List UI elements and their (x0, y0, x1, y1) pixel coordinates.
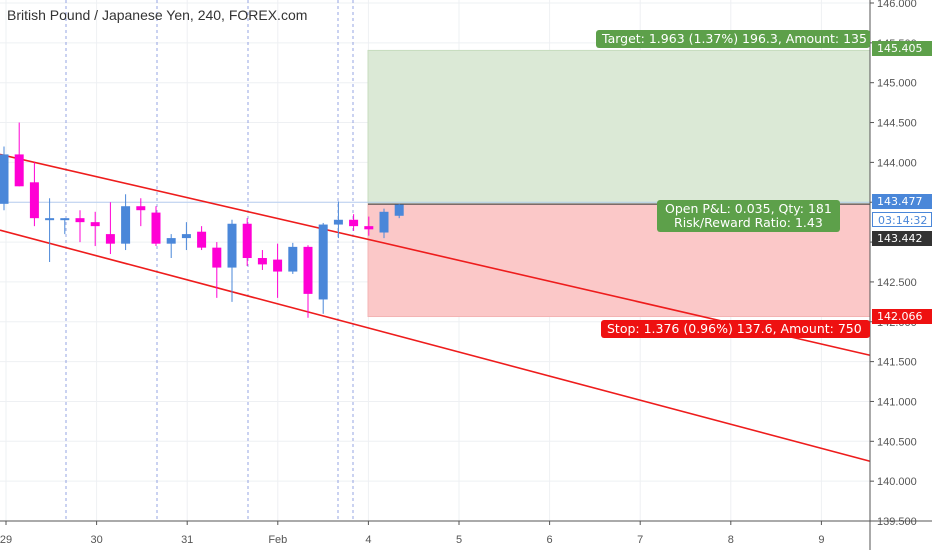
y-tick-label: 141.500 (877, 357, 917, 369)
open-pnl-text: Open P&L: 0.035, Qty: 181 (665, 201, 832, 216)
x-tick-label: 29 (0, 534, 12, 546)
y-tick-label: 144.500 (877, 118, 917, 130)
y-tick-label: 146.000 (877, 0, 917, 10)
candle-body (379, 211, 389, 233)
x-tick-label: 9 (818, 534, 824, 546)
candle-body (197, 231, 207, 248)
candle-body (151, 212, 161, 244)
candle-body (257, 258, 267, 265)
target-price-tag: 145.405 (872, 41, 932, 56)
session-separators (65, 0, 354, 521)
entry-price-tag: 143.477 (872, 194, 932, 209)
x-tick-label: 6 (547, 534, 553, 546)
candle-body (166, 238, 176, 244)
candle-body (105, 234, 115, 244)
candle-body (333, 219, 343, 225)
risk-reward-text: Risk/Reward Ratio: 1.43 (674, 215, 823, 230)
candle-body (273, 259, 283, 272)
candle-body (242, 223, 252, 259)
candle-body (227, 223, 237, 268)
candle-body (303, 246, 313, 294)
channel-line-lower[interactable] (0, 229, 871, 463)
x-tick-label: 31 (181, 534, 193, 546)
candle-body (318, 224, 328, 300)
x-tick-label: 30 (90, 534, 102, 546)
stop-label[interactable]: Stop: 1.376 (0.96%) 137.6, Amount: 750 (601, 320, 870, 338)
chart-title: British Pound / Japanese Yen, 240, FOREX… (7, 7, 308, 23)
candle-body (0, 154, 9, 204)
y-tick-label: 140.500 (877, 436, 917, 448)
candle-body (181, 234, 191, 239)
candle-body (394, 204, 404, 216)
candle-body (60, 218, 70, 221)
x-tick-label: 4 (365, 534, 371, 546)
stop-price-tag: 142.066 (872, 309, 932, 324)
y-tick-label: 141.000 (877, 396, 917, 408)
candle-body (288, 246, 298, 272)
countdown-tag: 03:14:32 (872, 212, 932, 227)
candle-body (29, 182, 39, 219)
pnl-label[interactable]: Open P&L: 0.035, Qty: 181 Risk/Reward Ra… (657, 200, 840, 232)
y-axis[interactable]: 139.500140.000140.500141.000141.500142.0… (877, 0, 917, 528)
x-tick-label: 8 (728, 534, 734, 546)
x-tick-label: Feb (268, 534, 287, 546)
candle-body (364, 226, 374, 230)
x-tick-label: 7 (637, 534, 643, 546)
y-tick-label: 144.000 (877, 157, 917, 169)
target-label[interactable]: Target: 1.963 (1.37%) 196.3, Amount: 135 (596, 30, 870, 48)
candle-body (45, 218, 55, 221)
y-tick-label: 145.000 (877, 78, 917, 90)
candle-body (121, 206, 131, 244)
y-tick-label: 139.500 (877, 516, 917, 528)
y-tick-label: 142.500 (877, 277, 917, 289)
x-axis[interactable]: 29 30 31 Feb 4 5 6 7 8 9 (0, 534, 824, 546)
candle-body (14, 154, 24, 187)
x-tick-label: 5 (456, 534, 462, 546)
target-zone[interactable] (367, 49, 871, 205)
candles (0, 122, 404, 318)
candle-body (90, 222, 100, 227)
last-price-tag: 143.442 (872, 231, 932, 246)
candle-body (212, 247, 222, 268)
y-tick-label: 140.000 (877, 476, 917, 488)
candle-body (136, 206, 146, 211)
position-zones[interactable] (0, 49, 871, 318)
candle-body (75, 218, 85, 223)
candle-body (349, 219, 359, 227)
